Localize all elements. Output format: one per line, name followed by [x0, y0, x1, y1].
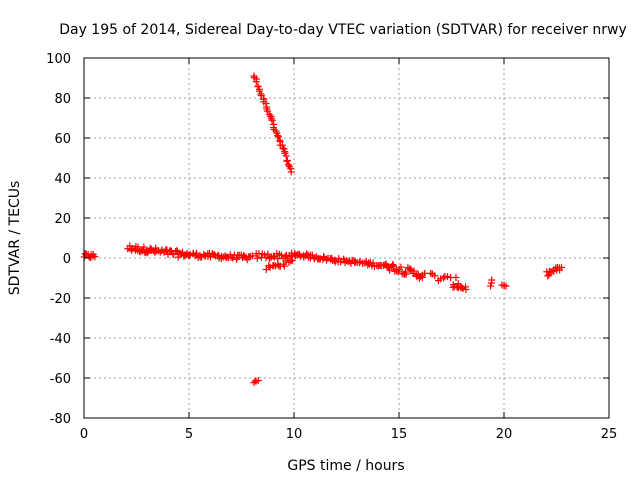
data-point [280, 262, 288, 270]
data-point [458, 284, 466, 292]
data-point [128, 246, 136, 254]
data-point [427, 269, 435, 277]
data-point [444, 273, 452, 281]
data-point [288, 256, 296, 264]
data-point [487, 279, 495, 287]
data-point [253, 254, 261, 262]
data-point [287, 168, 295, 176]
data-point [210, 250, 218, 258]
data-point [558, 263, 566, 271]
x-tick-labels: 0 5 10 15 20 25 [80, 427, 617, 442]
data-point [287, 257, 295, 265]
data-point [245, 253, 253, 261]
data-point [487, 282, 495, 290]
y-tick-labels: -80 -60 -40 -20 0 20 40 60 80 100 [46, 52, 71, 427]
data-point [268, 116, 276, 124]
data-point [185, 251, 193, 259]
data-point [252, 78, 260, 86]
y-tick-label: 80 [54, 92, 71, 107]
y-tick-label: -80 [50, 412, 71, 427]
y-tick-label: -40 [50, 332, 71, 347]
x-tick-label: 5 [185, 427, 193, 442]
x-axis-label: GPS time / hours [287, 458, 404, 474]
x-tick-label: 15 [391, 427, 408, 442]
axis-ticks [83, 57, 610, 419]
y-tick-label: 100 [46, 52, 71, 67]
data-point [275, 133, 283, 141]
data-point [440, 274, 448, 282]
data-point [274, 132, 282, 140]
data-point [264, 107, 272, 115]
data-point [266, 254, 274, 262]
grid-lines [84, 58, 609, 418]
data-point [437, 275, 445, 283]
data-point [397, 263, 405, 271]
y-tick-label: 20 [54, 212, 71, 227]
data-point [261, 251, 269, 259]
x-tick-label: 20 [496, 427, 513, 442]
data-point [262, 265, 270, 273]
data-point [544, 272, 552, 280]
data-point [369, 259, 377, 267]
data-point [452, 273, 460, 281]
x-tick-label: 10 [286, 427, 303, 442]
data-point [431, 272, 439, 280]
data-point [410, 267, 418, 275]
data-point [254, 376, 262, 384]
data-point [283, 157, 291, 165]
data-point [421, 269, 429, 277]
plot-frame [83, 57, 610, 419]
data-point [91, 253, 99, 261]
data-points [80, 72, 566, 387]
data-point [264, 250, 272, 258]
data-point [248, 252, 256, 260]
chart-title: Day 195 of 2014, Sidereal Day-to-day VTE… [59, 22, 627, 38]
data-point [283, 156, 291, 164]
y-tick-label: 40 [54, 172, 71, 187]
y-tick-label: -60 [50, 372, 71, 387]
data-point [347, 260, 355, 268]
data-point [462, 286, 470, 294]
x-tick-label: 25 [601, 427, 618, 442]
data-point [267, 115, 275, 123]
data-point [178, 248, 186, 256]
data-point [402, 270, 410, 278]
data-point [140, 243, 148, 251]
data-point [389, 261, 397, 269]
y-tick-label: 0 [63, 252, 71, 267]
y-axis-label: SDTVAR / TECUs [7, 181, 23, 296]
x-tick-label: 0 [80, 427, 88, 442]
data-point [502, 282, 510, 290]
data-point [389, 260, 397, 268]
data-point [407, 265, 415, 273]
y-tick-label: -20 [50, 292, 71, 307]
y-tick-label: 60 [54, 132, 71, 147]
